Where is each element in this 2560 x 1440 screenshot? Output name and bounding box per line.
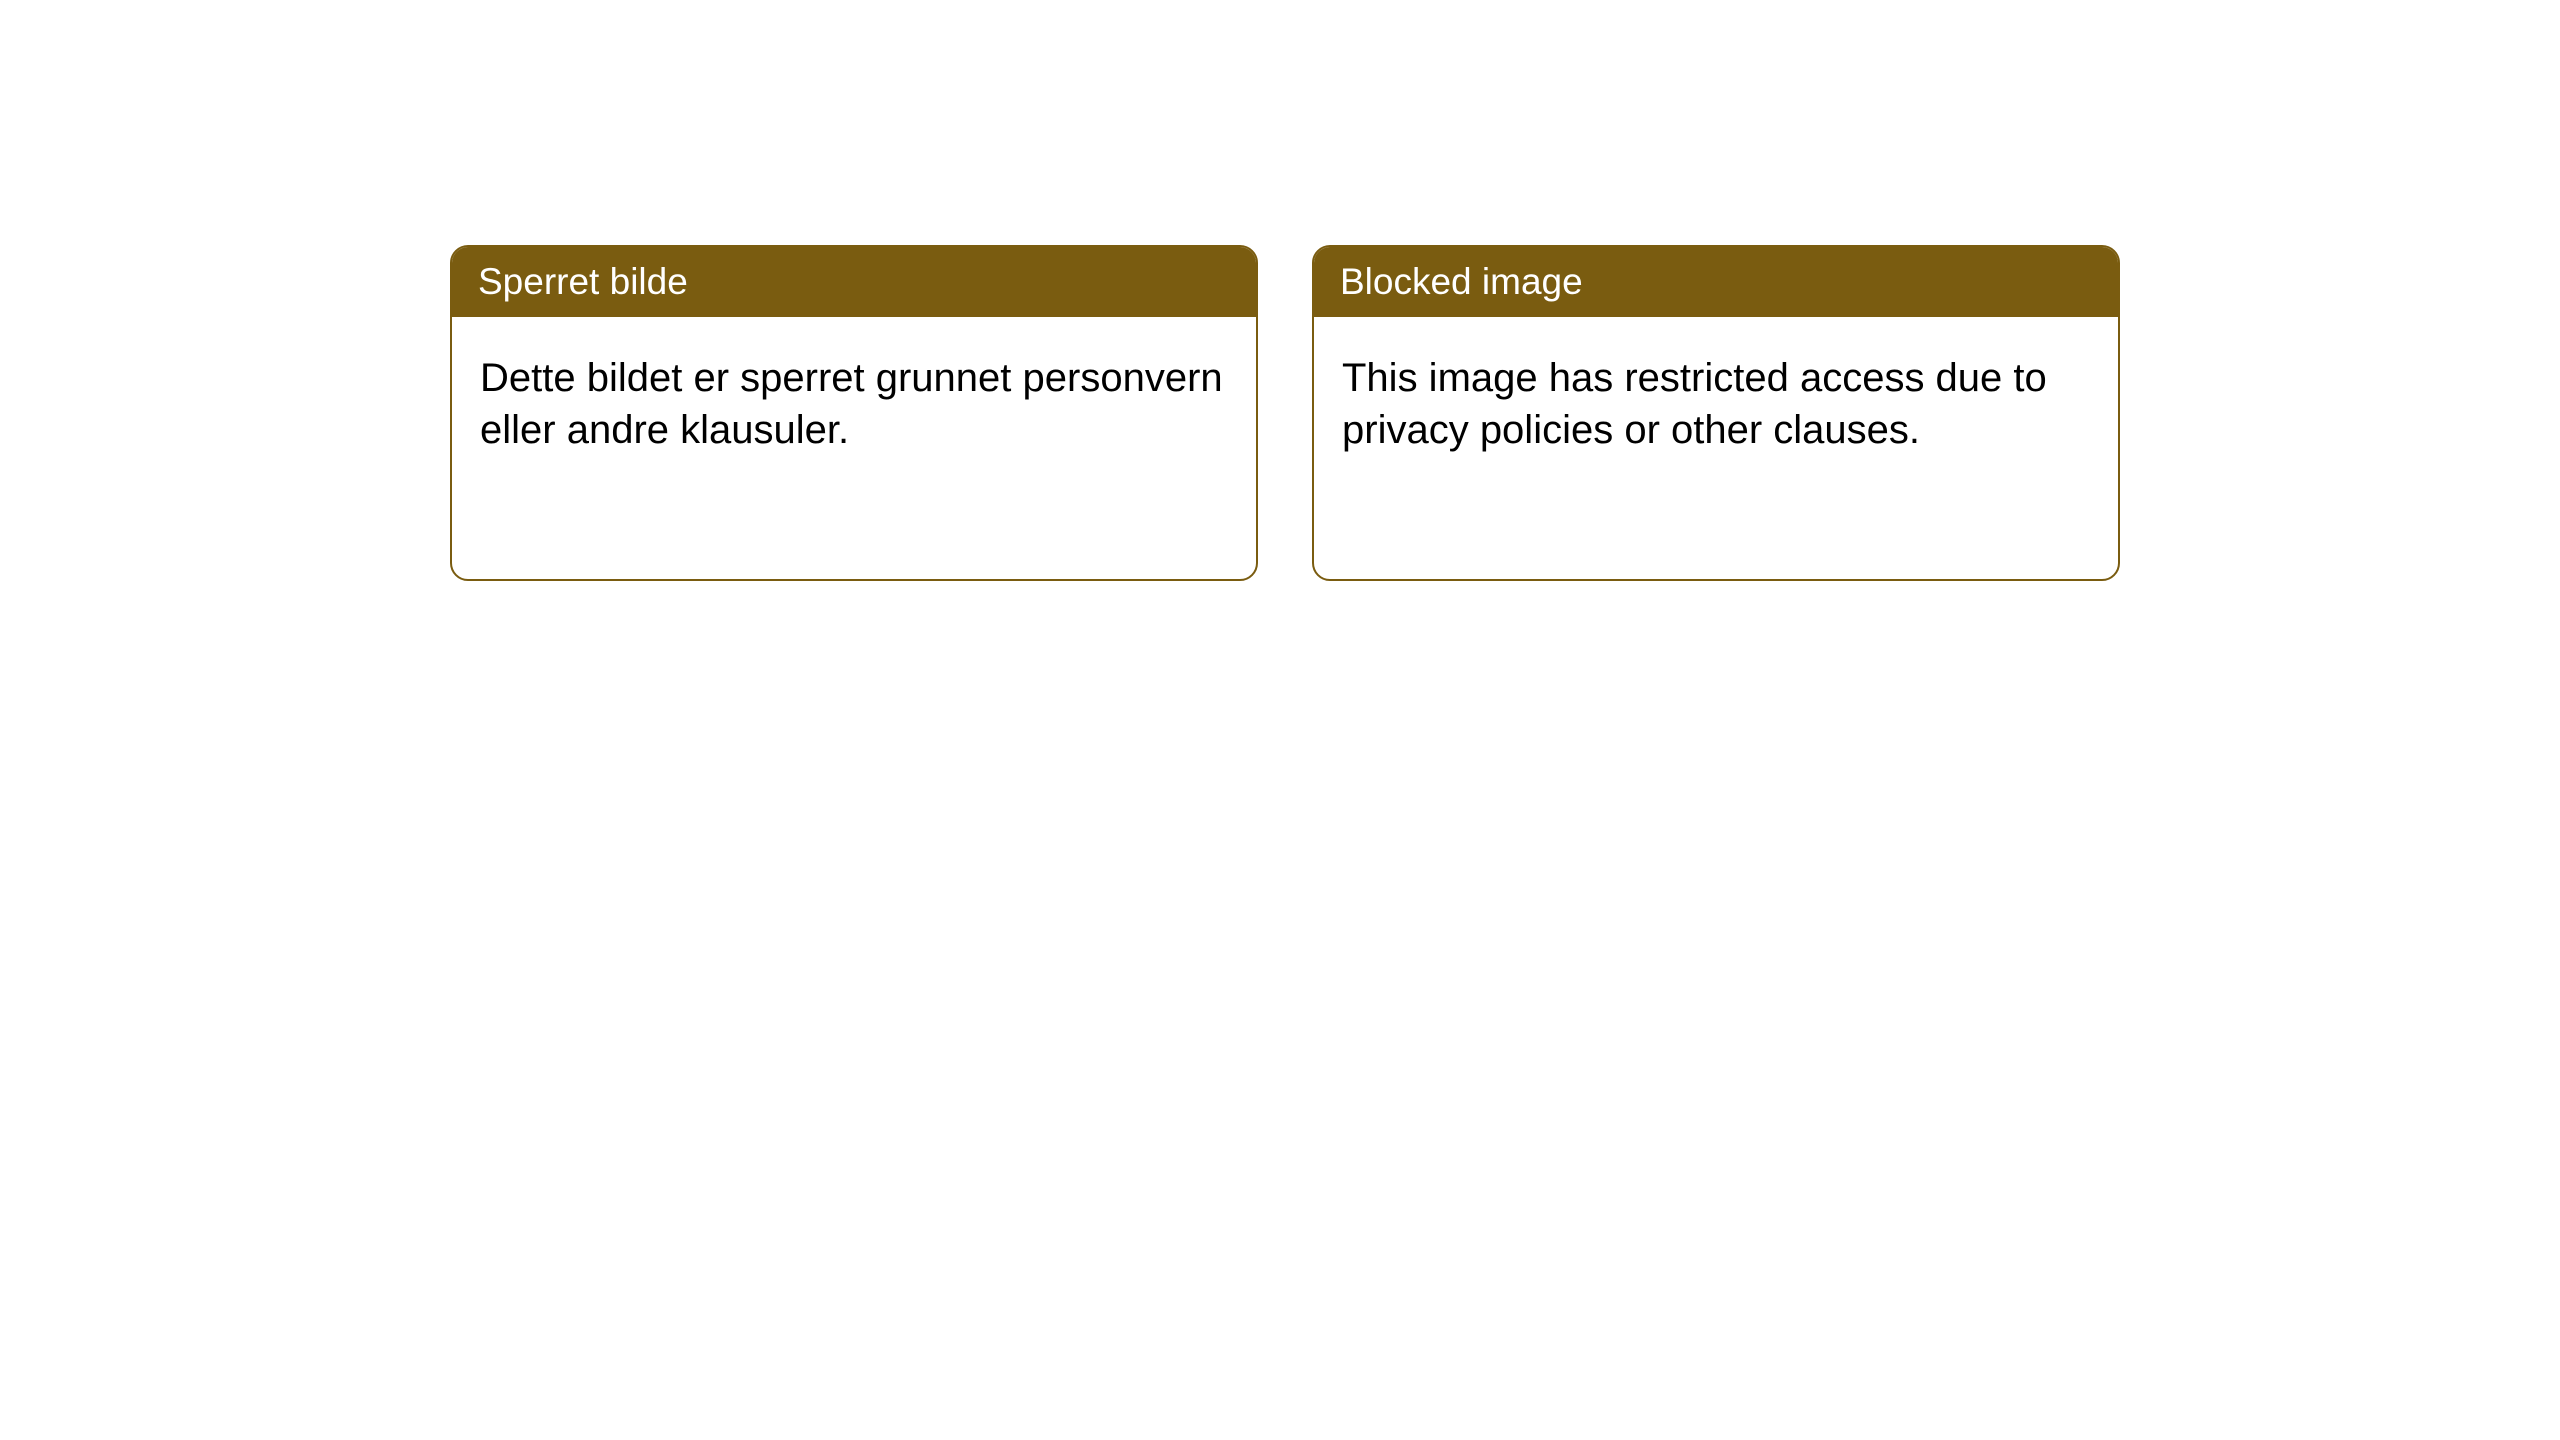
card-text-english: This image has restricted access due to …	[1342, 356, 2047, 452]
card-text-norwegian: Dette bildet er sperret grunnet personve…	[480, 356, 1223, 452]
card-title-english: Blocked image	[1340, 261, 1583, 302]
card-english: Blocked image This image has restricted …	[1312, 245, 2120, 581]
card-header-norwegian: Sperret bilde	[452, 247, 1256, 317]
card-body-english: This image has restricted access due to …	[1314, 317, 2118, 492]
card-body-norwegian: Dette bildet er sperret grunnet personve…	[452, 317, 1256, 492]
card-norwegian: Sperret bilde Dette bildet er sperret gr…	[450, 245, 1258, 581]
card-header-english: Blocked image	[1314, 247, 2118, 317]
card-title-norwegian: Sperret bilde	[478, 261, 688, 302]
blocked-image-cards: Sperret bilde Dette bildet er sperret gr…	[450, 245, 2120, 581]
